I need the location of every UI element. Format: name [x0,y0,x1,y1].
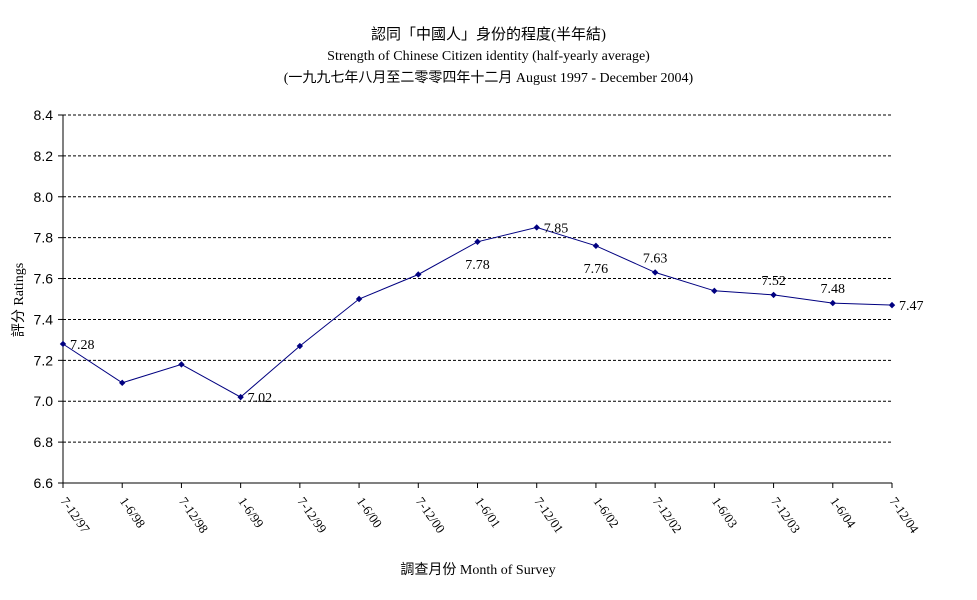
chart-title: 認同「中國人」身份的程度(半年結) [371,27,606,43]
y-tick-label: 6.8 [34,434,54,450]
x-tick-label: 1-6/99 [235,494,267,530]
data-point [237,393,244,401]
axes [58,114,893,488]
data-point [888,301,896,309]
data-label: 7.85 [544,221,569,236]
y-tick-label: 7.4 [34,311,54,327]
chart-title-block: 認同「中國人」身份的程度(半年結) Strength of Chinese Ci… [0,24,977,90]
x-tick-label: 1-6/03 [709,494,741,530]
y-axis-label: 評分 Ratings [11,263,27,337]
x-tick-label: 7-12/97 [58,494,94,536]
data-label: 7.63 [643,251,668,266]
x-tick-label: 1-6/04 [827,494,859,531]
chart-subtitle: Strength of Chinese Citizen identity (ha… [327,49,650,64]
x-tick-label: 1-6/02 [590,494,622,530]
data-point [770,291,777,299]
data-point [178,361,185,368]
y-tick-label: 6.6 [34,475,54,491]
data-point [355,295,363,303]
data-labels: 7.28 7.02 7.78 7.85 7.76 7.63 7.52 7.48 7.47 [70,221,924,406]
data-label: 7.28 [70,338,95,353]
x-tick-label: 7-12/99 [294,494,329,536]
data-point [829,299,836,307]
data-point [415,271,422,278]
x-tick-label: 1-6/00 [354,494,386,530]
x-tick-label: 7-12/01 [531,494,566,536]
y-tick-labels: 6.6 6.8 7.0 7.2 7.4 7.6 7.8 8.0 8.2 8.4 [34,107,54,491]
data-point [533,224,540,231]
data-point [474,238,481,245]
data-label: 7.76 [584,262,609,277]
x-tick-label: 7-12/02 [650,494,685,536]
y-tick-label: 7.8 [34,230,54,246]
y-tick-label: 7.0 [34,393,54,409]
x-tick-label: 7-12/00 [413,494,448,536]
gridlines [63,114,892,443]
data-point [59,340,67,348]
data-point [119,379,126,387]
data-point [296,342,304,350]
data-label: 7.48 [821,282,846,297]
y-tick-label: 7.6 [34,271,54,287]
y-tick-label: 8.4 [34,107,54,123]
y-tick-label: 8.2 [34,148,54,164]
data-point [651,269,659,276]
x-tick-label: 7-12/03 [768,494,803,536]
data-point [592,242,600,250]
x-axis-label: 調查月份 Month of Survey [400,562,555,578]
x-tick-label: 7-12/04 [887,494,923,536]
y-tick-label: 8.0 [34,189,54,205]
series-polyline [62,226,893,398]
x-tick-label: 1-6/98 [117,494,149,530]
data-label: 7.02 [248,391,273,406]
data-label: 7.78 [465,258,490,273]
data-label: 7.52 [761,274,786,289]
data-label: 7.47 [899,299,924,314]
chart-subtitle-period: (一九九七年八月至二零零四年十二月 August 1997 - December… [283,71,694,86]
x-tick-label: 7-12/98 [176,494,211,536]
series-line [59,224,896,401]
x-tick-label: 1-6/01 [472,494,504,530]
data-point [711,287,718,295]
y-tick-label: 7.2 [34,352,54,368]
x-tick-labels: 7-12/97 1-6/98 7-12/98 1-6/99 7-12/99 1-6/00 7… [58,494,923,536]
